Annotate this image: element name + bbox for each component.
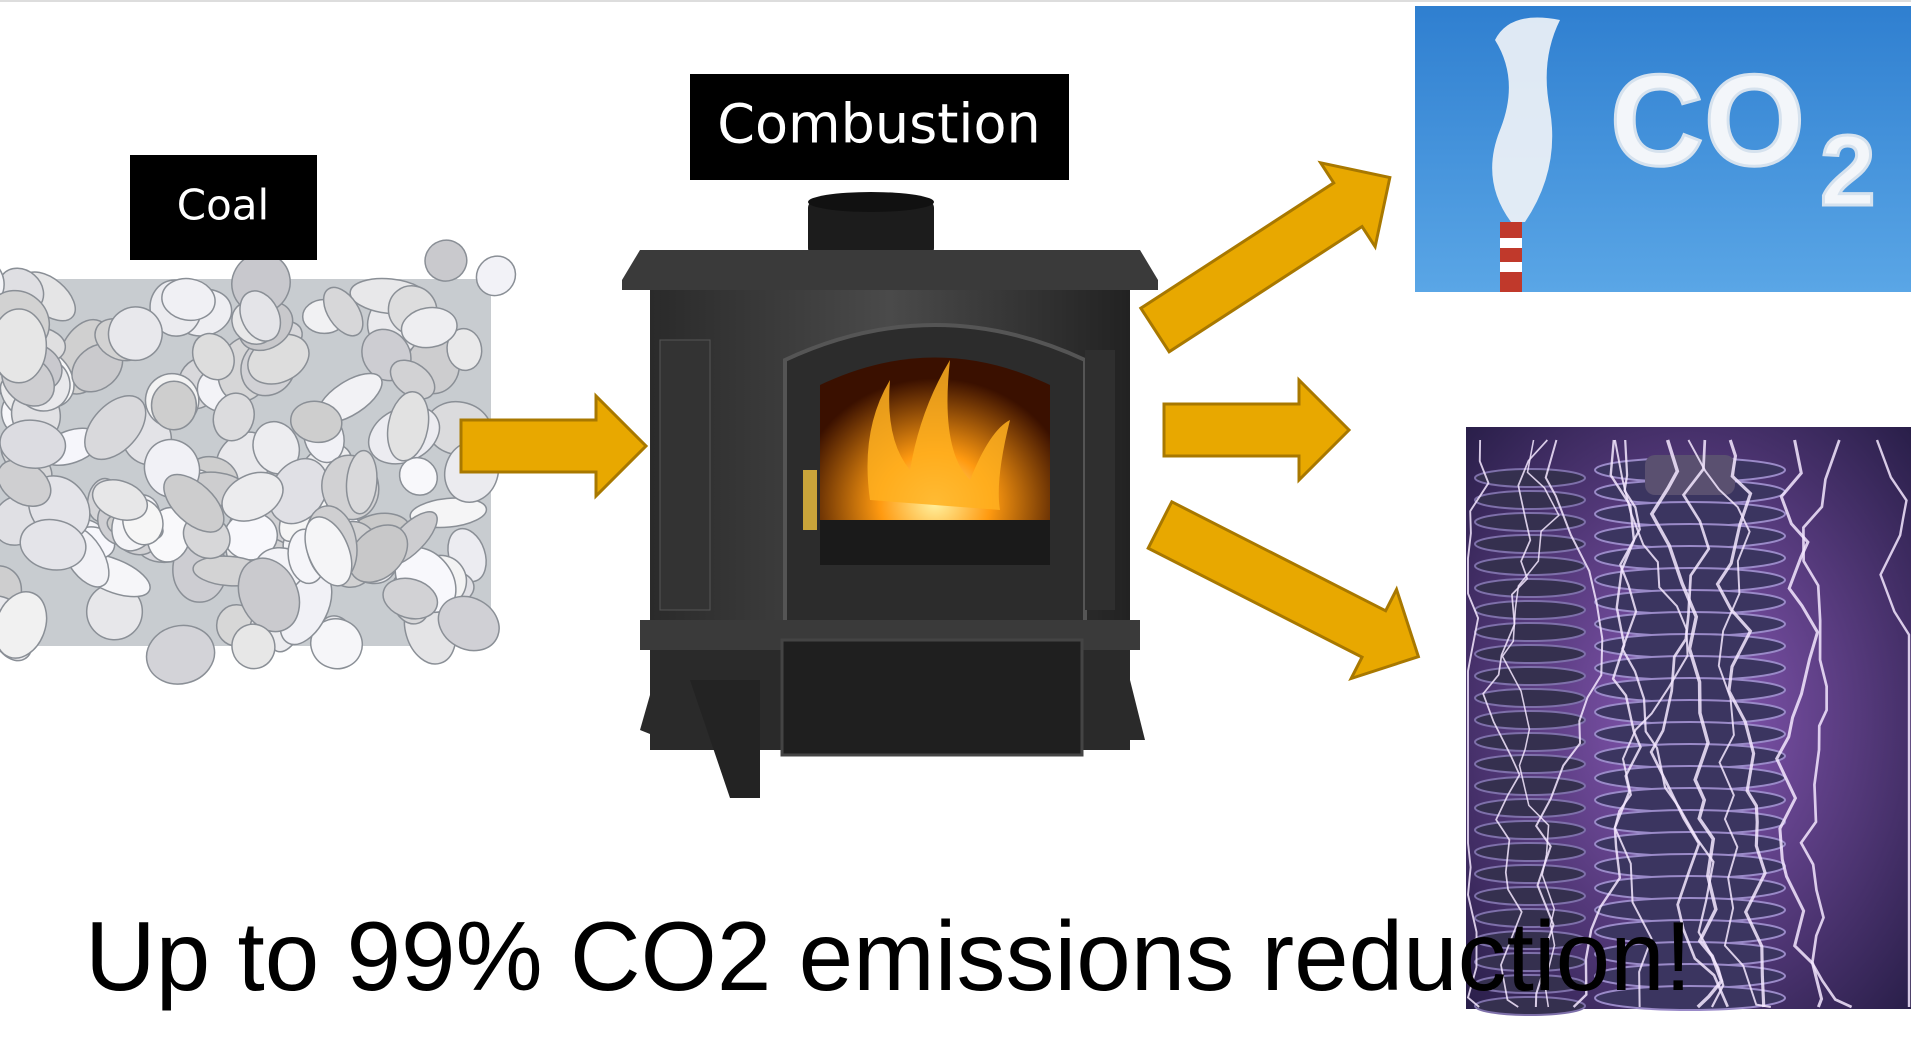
arrow-coal-to-stove [459,392,649,500]
insulator-disc [1594,677,1786,703]
pebble [221,471,284,522]
arrow-to-middle [1162,376,1352,484]
insulator-disc [1474,622,1586,642]
pebble [0,591,48,659]
lightning [1649,439,1729,1008]
lightning [1715,439,1767,1008]
pebble [437,595,500,652]
lightning [1534,439,1604,1008]
pebble [289,400,343,444]
pebble [389,359,436,400]
insulator-disc [1594,611,1786,637]
insulator-disc [1594,721,1786,747]
insulator-disc [1474,996,1586,1016]
pebble [0,419,67,469]
insulator-disc [1474,776,1586,796]
lightning [1501,439,1560,1008]
caption: Up to 99% CO2 emissions reduction! [85,901,1692,1011]
insulator-disc [1594,765,1786,791]
insulator-disc [1594,655,1786,681]
co2-cloud-subscript: 2 [1820,115,1876,227]
lightning [1613,439,1689,1008]
insulator-disc [1474,600,1586,620]
combustion-label: Combustion [717,93,1040,156]
insulator-disc [1594,699,1786,725]
pebble [424,239,468,282]
insulator-disc [1474,666,1586,686]
insulator-disc [1594,523,1786,549]
pebble [304,516,353,587]
insulator-disc [1474,886,1586,906]
pebble [84,395,147,461]
electricity-image [1466,427,1911,1016]
co2-cloud-text: CO [1610,47,1805,193]
insulator-disc [1594,985,1786,1011]
pebble [0,255,5,316]
pebble [322,286,364,337]
insulator-disc [1474,468,1586,488]
pebble [107,306,163,362]
pebble [91,479,149,521]
insulator-disc [1474,578,1586,598]
pebble [161,277,216,322]
stove-image [622,192,1158,798]
coal-image [0,239,517,685]
co2-sky-image: CO 2 [1415,6,1911,292]
pebble [191,332,235,381]
arrow-to-co2 [1138,160,1392,354]
lightning [1482,439,1548,1008]
arrow-to-electricity [1146,499,1421,682]
pebble [345,449,378,515]
pebble [145,624,216,685]
insulator-cap [1645,455,1735,495]
insulator-disc [1474,644,1586,664]
insulator-disc [1474,490,1586,510]
insulator-disc [1474,842,1586,862]
combustion-label-box [690,74,1069,180]
pebble [398,456,439,496]
pebble [446,327,483,372]
insulator-disc [1474,556,1586,576]
pebble [237,557,301,633]
insulator-disc [1474,732,1586,752]
pebble [19,518,87,571]
insulator-disc [1474,754,1586,774]
lightning [1687,439,1771,1008]
pebble [0,308,48,384]
insulator-disc [1474,908,1586,928]
lightning [1572,439,1642,1008]
pebble [163,473,225,533]
insulator-disc [1474,820,1586,840]
pebble [212,392,255,442]
coal-label: Coal [177,181,269,230]
pebble [475,255,517,297]
pebble [231,623,276,670]
insulator-disc [1474,798,1586,818]
pebble [386,391,430,462]
lightning [1875,439,1911,1007]
pebble [150,380,198,431]
coal-label-box [130,155,317,260]
lightning [1775,439,1824,1008]
insulator-disc [1474,864,1586,884]
lightning [1466,439,1490,1008]
insulator-disc [1474,930,1586,950]
pebble [400,306,458,349]
pebble [382,577,439,620]
arrows [459,160,1421,682]
lightning [1649,439,1724,1009]
lightning [1619,439,1725,1008]
pebble [239,290,282,342]
insulator-disc [1474,688,1586,708]
pebble [348,524,409,583]
